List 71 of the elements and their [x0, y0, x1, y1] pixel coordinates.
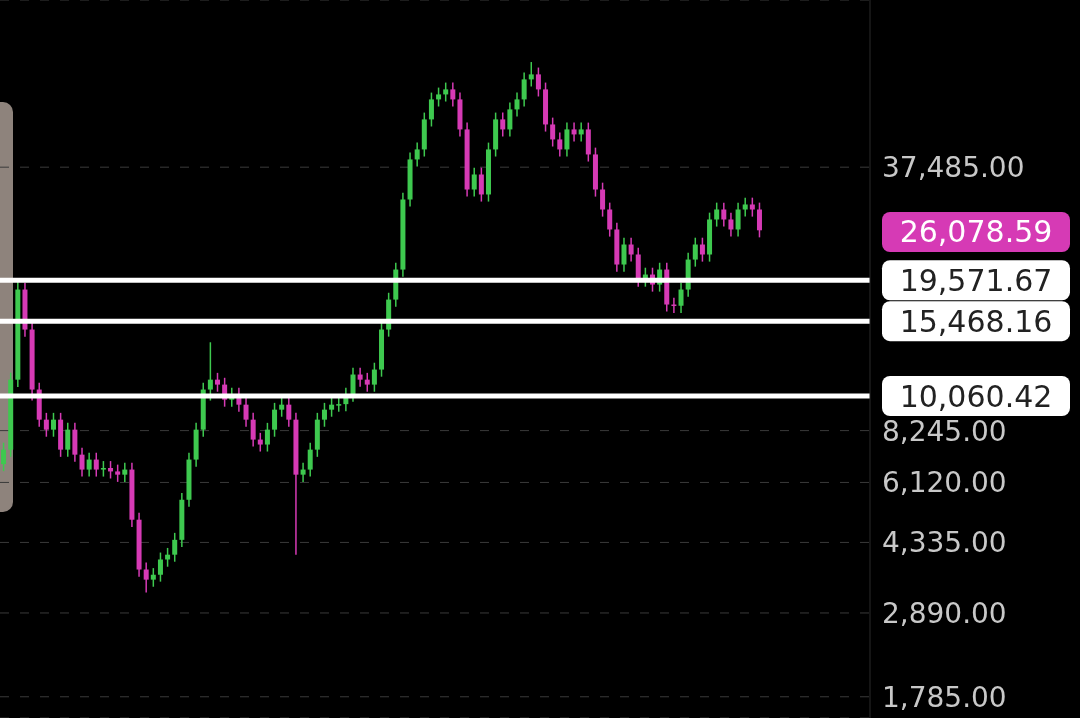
ref-line-label: 15,468.16 [899, 304, 1053, 340]
candlestick [122, 462, 128, 483]
candlestick [307, 441, 313, 478]
candlestick [300, 462, 306, 483]
candlestick [1, 441, 7, 472]
candlestick [507, 101, 513, 138]
candlestick [43, 412, 49, 438]
candlestick [257, 432, 263, 453]
candlestick [286, 397, 292, 428]
candlestick [735, 201, 741, 238]
candlestick [150, 567, 156, 588]
y-tick-label: 8,245.00 [882, 414, 1007, 448]
candlestick [557, 131, 563, 158]
candlestick [500, 111, 506, 138]
ref-line-label: 19,571.67 [899, 263, 1053, 299]
candlestick [50, 412, 56, 438]
y-tick-label: 6,120.00 [882, 466, 1007, 500]
candlestick [65, 422, 71, 458]
candlestick [528, 61, 534, 88]
y-tick-label: 1,785.00 [882, 680, 1007, 714]
candlestick [364, 372, 370, 393]
candlestick [243, 397, 249, 428]
y-tick-label: 37,485.00 [882, 151, 1025, 185]
candlestick [564, 121, 570, 158]
candlestick [471, 166, 477, 198]
candlestick [436, 86, 442, 108]
candlestick [692, 236, 698, 268]
candlestick [207, 341, 213, 402]
candlestick [714, 201, 720, 228]
candlestick [443, 81, 449, 103]
y-tick-label: 2,890.00 [882, 596, 1007, 630]
ref-line-label: 10,060.42 [899, 378, 1053, 414]
candlestick [571, 121, 577, 143]
candlestick [93, 451, 99, 478]
candlestick [521, 71, 527, 108]
candlestick [279, 397, 285, 418]
candlestick [450, 81, 456, 108]
candlestick [728, 211, 734, 238]
candlestick [514, 91, 520, 118]
text: 26,078.59 [882, 212, 1070, 252]
candlestick [699, 236, 705, 263]
candlestick [143, 561, 149, 594]
candlestick [607, 201, 613, 238]
candlestick [329, 397, 335, 418]
candlestick [350, 366, 356, 403]
candlestick [428, 91, 434, 128]
candlestick [357, 366, 363, 388]
candlestick [600, 181, 606, 218]
candlestick [721, 201, 727, 228]
candlestick [742, 196, 748, 218]
candlestick [215, 372, 220, 393]
candlestick [478, 166, 484, 203]
candlestick [535, 66, 541, 98]
y-tick-label: 4,335.00 [882, 526, 1007, 560]
candlestick [264, 422, 270, 453]
candlestick [172, 532, 178, 563]
candlestick [414, 141, 420, 168]
candlestick [678, 281, 684, 314]
candlestick [550, 116, 556, 148]
candlestick [157, 551, 163, 583]
candlestick [86, 451, 92, 478]
candlestick [578, 121, 584, 143]
candlestick [756, 201, 762, 239]
candlestick [749, 196, 755, 218]
candlestick [371, 361, 377, 393]
candlestick [250, 412, 256, 448]
candlestick [621, 236, 627, 273]
candlestick [628, 236, 634, 263]
candlestick [272, 402, 278, 438]
candlestick [79, 447, 85, 478]
candlestick [321, 402, 327, 428]
